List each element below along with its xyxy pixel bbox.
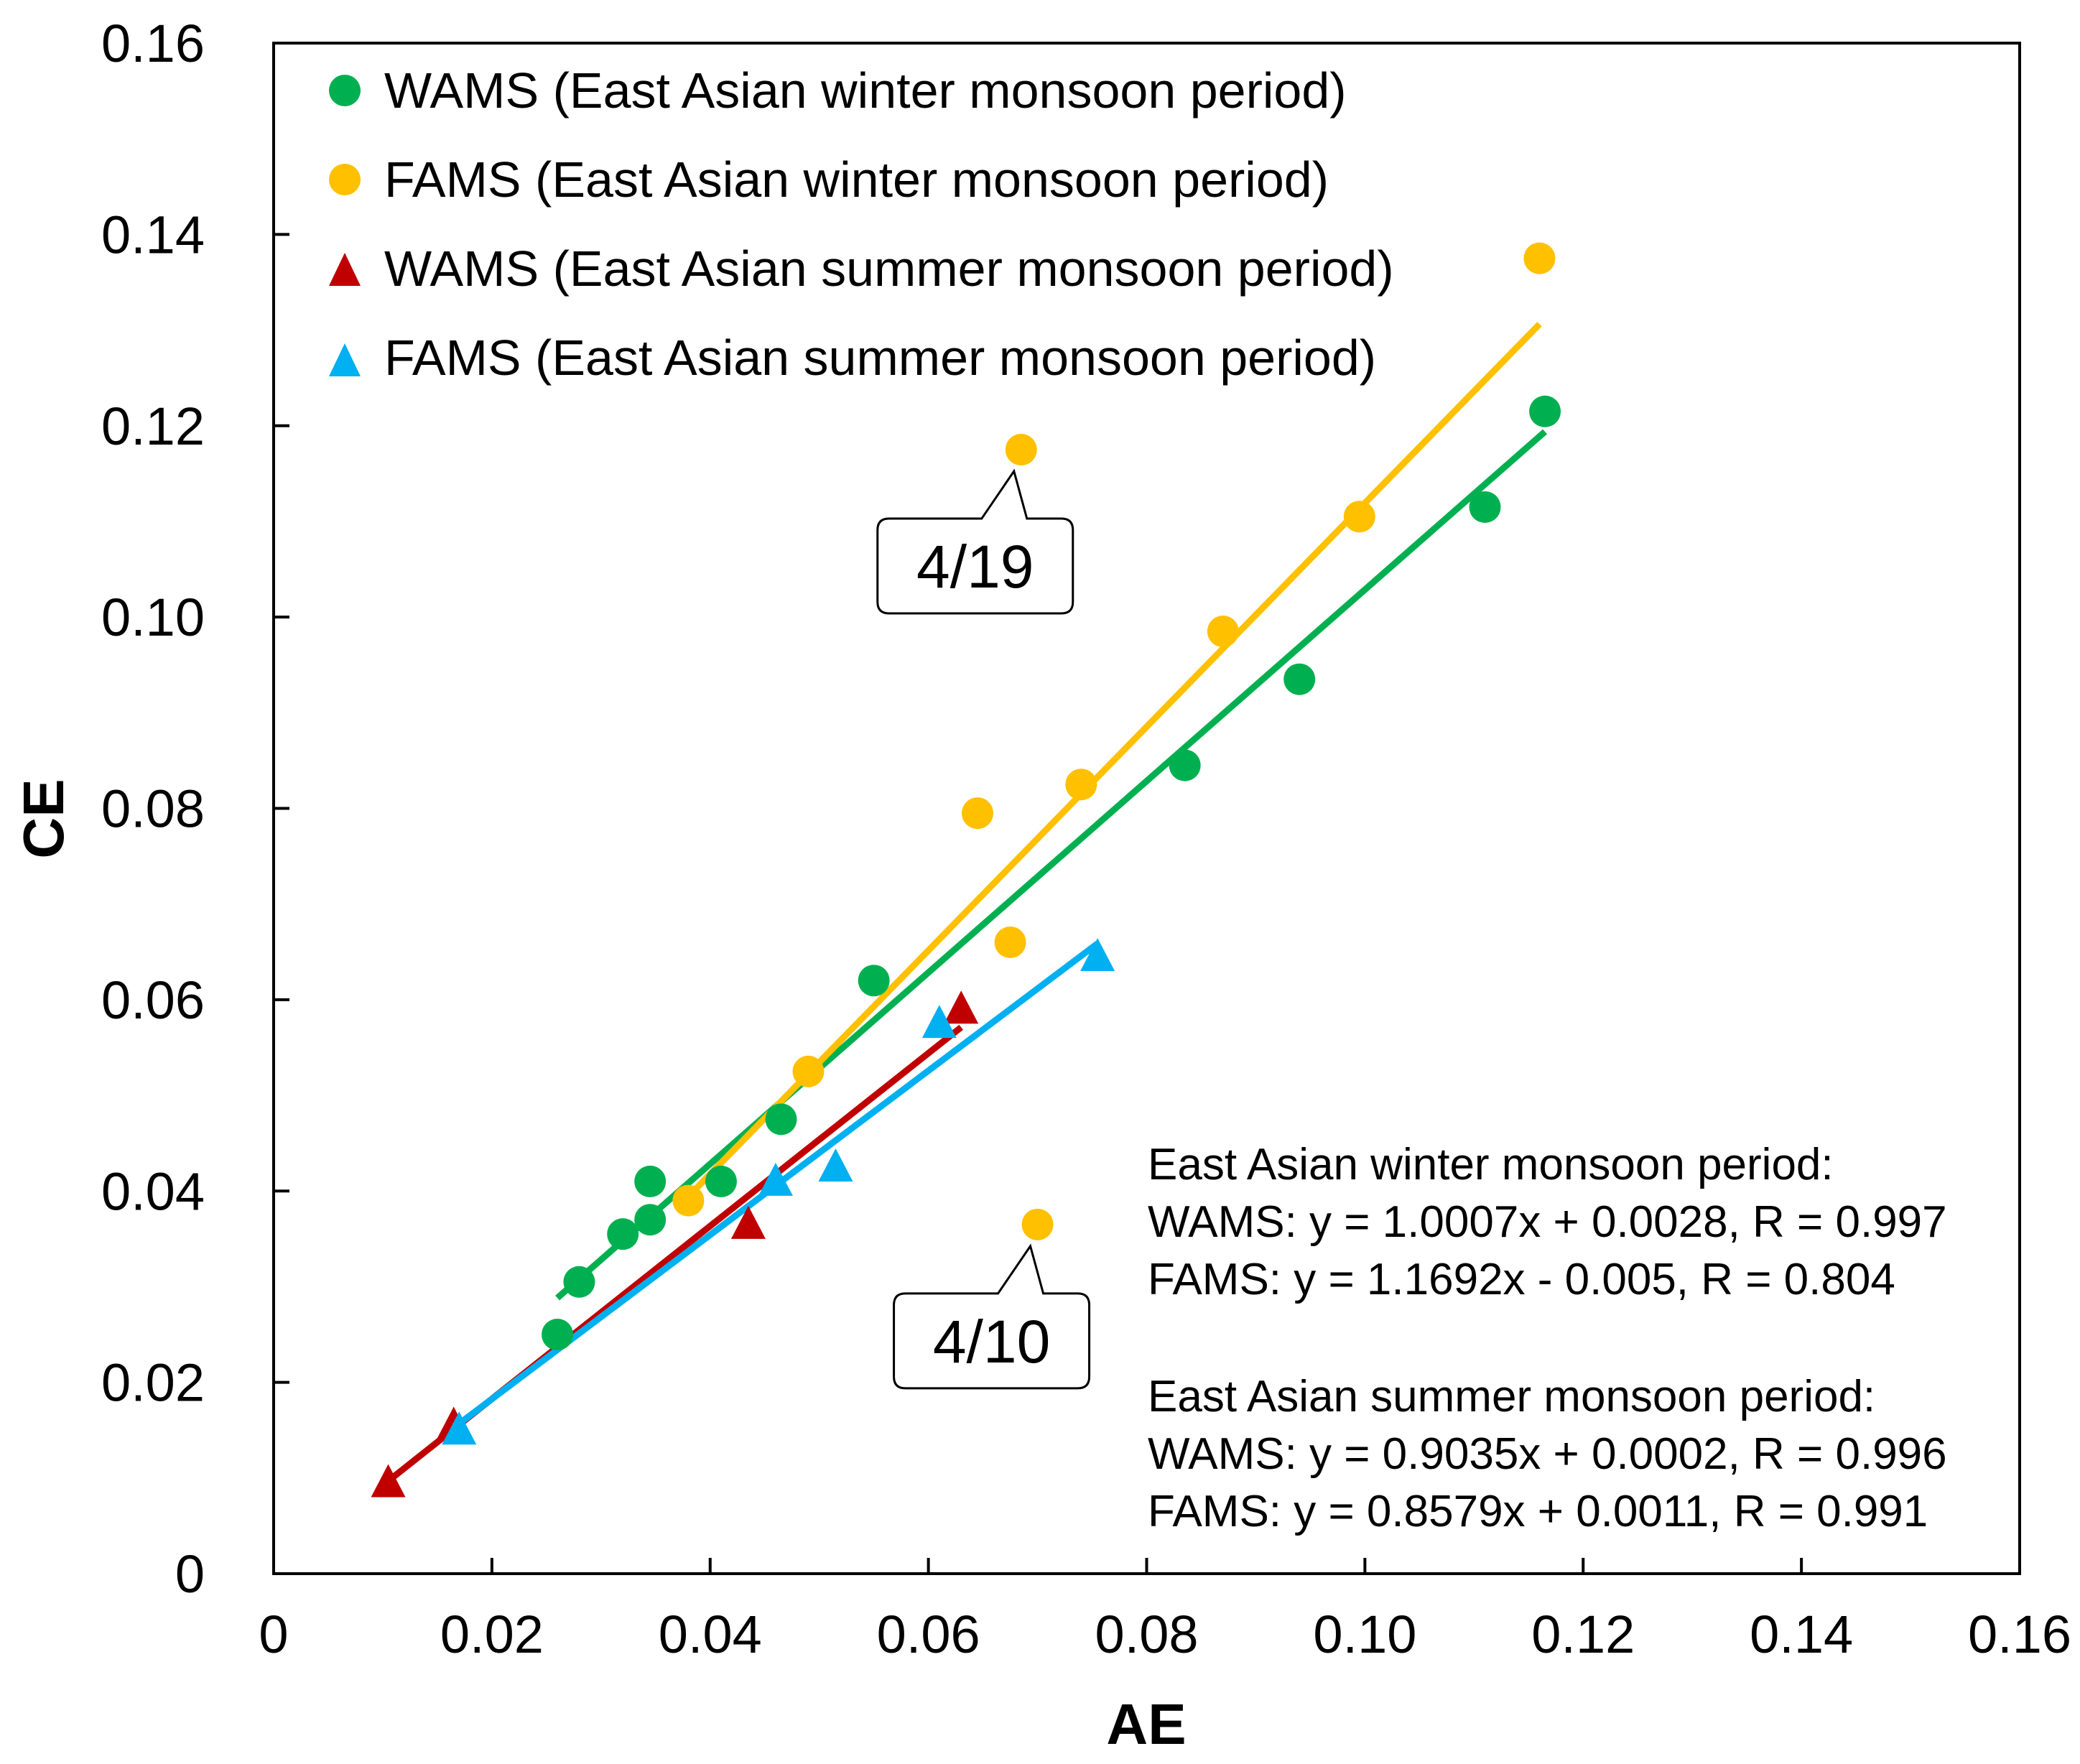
equation-winter-fams: FAMS: y = 1.1692x - 0.005, R = 0.804 xyxy=(1148,1255,1895,1304)
equation-summer-wams: WAMS: y = 0.9035x + 0.0002, R = 0.996 xyxy=(1148,1429,1947,1479)
point-fams-winter xyxy=(792,1055,825,1087)
legend-label-wams-summer: WAMS (East Asian summer monsoon period) xyxy=(384,241,1394,297)
point-fams-summer xyxy=(921,1005,957,1039)
callout-box xyxy=(893,1243,1091,1390)
y-tick-label: 0.04 xyxy=(101,1161,205,1221)
regression-equations: East Asian winter monsoon period: WAMS: … xyxy=(1148,1140,1947,1536)
point-wams-winter xyxy=(1169,749,1201,781)
fit-line-wams-winter xyxy=(555,429,1548,1301)
point-fams-winter xyxy=(1065,769,1097,801)
point-wams-winter xyxy=(1469,491,1501,523)
point-fams-summer xyxy=(442,1411,477,1445)
data-points xyxy=(371,242,1561,1498)
point-wams-winter xyxy=(607,1218,639,1250)
y-tick-label: 0.14 xyxy=(101,205,205,264)
callout-label: 4/10 xyxy=(933,1308,1051,1375)
point-fams-winter xyxy=(1523,242,1556,274)
point-wams-winter xyxy=(765,1103,797,1136)
point-wams-summer xyxy=(730,1205,766,1239)
legend-marker-wams-summer xyxy=(329,253,361,286)
callout-box xyxy=(876,468,1074,615)
callouts: 4/19 4/10 xyxy=(876,468,1091,1390)
point-wams-winter xyxy=(1529,395,1561,427)
x-tick-label: 0.14 xyxy=(1750,1605,1853,1664)
point-wams-winter xyxy=(634,1165,667,1197)
x-tick-label: 0.16 xyxy=(1968,1605,2071,1664)
x-tick-label: 0.06 xyxy=(877,1605,980,1664)
point-fams-winter xyxy=(1005,434,1037,466)
point-wams-summer xyxy=(371,1464,406,1498)
point-wams-winter xyxy=(705,1165,737,1197)
y-tick-label: 0.10 xyxy=(101,588,205,647)
legend-label-fams-summer: FAMS (East Asian summer monsoon period) xyxy=(384,330,1376,386)
point-wams-winter xyxy=(1283,663,1316,695)
point-fams-summer xyxy=(818,1148,853,1182)
point-wams-summer xyxy=(944,990,979,1024)
equation-winter-wams: WAMS: y = 1.0007x + 0.0028, R = 0.997 xyxy=(1148,1197,1947,1247)
point-wams-winter xyxy=(563,1266,595,1298)
y-tick-label: 0.06 xyxy=(101,970,205,1030)
equation-winter-header: East Asian winter monsoon period: xyxy=(1148,1140,1834,1189)
x-tick-label: 0 xyxy=(259,1605,288,1664)
callout-label: 4/19 xyxy=(916,533,1034,600)
fit-line-fams-winter xyxy=(686,322,1542,1199)
legend-label-wams-winter: WAMS (East Asian winter monsoon period) xyxy=(384,62,1347,119)
legend: WAMS (East Asian winter monsoon period) … xyxy=(329,62,1394,386)
equation-summer-header: East Asian summer monsoon period: xyxy=(1148,1372,1875,1421)
x-tick-label: 0.02 xyxy=(440,1605,544,1664)
legend-marker-fams-summer xyxy=(329,343,361,376)
equation-summer-fams: FAMS: y = 0.8579x + 0.0011, R = 0.991 xyxy=(1148,1487,1928,1536)
y-tick-label: 0.12 xyxy=(101,396,205,456)
x-tick-label: 0.04 xyxy=(659,1605,762,1664)
y-tick-label: 0 xyxy=(175,1544,205,1604)
y-tick-label: 0.08 xyxy=(101,779,205,839)
y-tick-label: 0.16 xyxy=(101,14,205,73)
axis-ticks: 0 0.02 0.04 0.06 0.08 0.10 0.12 0.14 0.16 0 0.02 0.… xyxy=(101,14,2071,1664)
legend-marker-wams-winter xyxy=(329,75,361,106)
x-tick-label: 0.10 xyxy=(1313,1605,1416,1664)
point-fams-winter xyxy=(1343,501,1375,533)
y-axis-title: CE xyxy=(11,779,75,858)
point-wams-winter xyxy=(542,1319,574,1351)
y-tick-label: 0.02 xyxy=(101,1353,205,1413)
x-tick-label: 0.12 xyxy=(1531,1605,1635,1664)
point-fams-winter xyxy=(961,797,993,830)
point-fams-summer xyxy=(1080,937,1115,971)
x-tick-label: 0.08 xyxy=(1095,1605,1198,1664)
point-wams-winter xyxy=(858,965,890,997)
point-fams-winter xyxy=(672,1184,705,1217)
point-fams-winter xyxy=(1021,1208,1054,1240)
point-fams-summer xyxy=(758,1162,793,1196)
point-fams-winter xyxy=(1207,616,1239,648)
legend-label-fams-winter: FAMS (East Asian winter monsoon period) xyxy=(384,152,1329,208)
legend-marker-fams-winter xyxy=(329,164,361,195)
x-axis-title: AE xyxy=(1106,1692,1186,1756)
point-wams-winter xyxy=(634,1204,667,1236)
point-fams-winter xyxy=(994,926,1026,958)
